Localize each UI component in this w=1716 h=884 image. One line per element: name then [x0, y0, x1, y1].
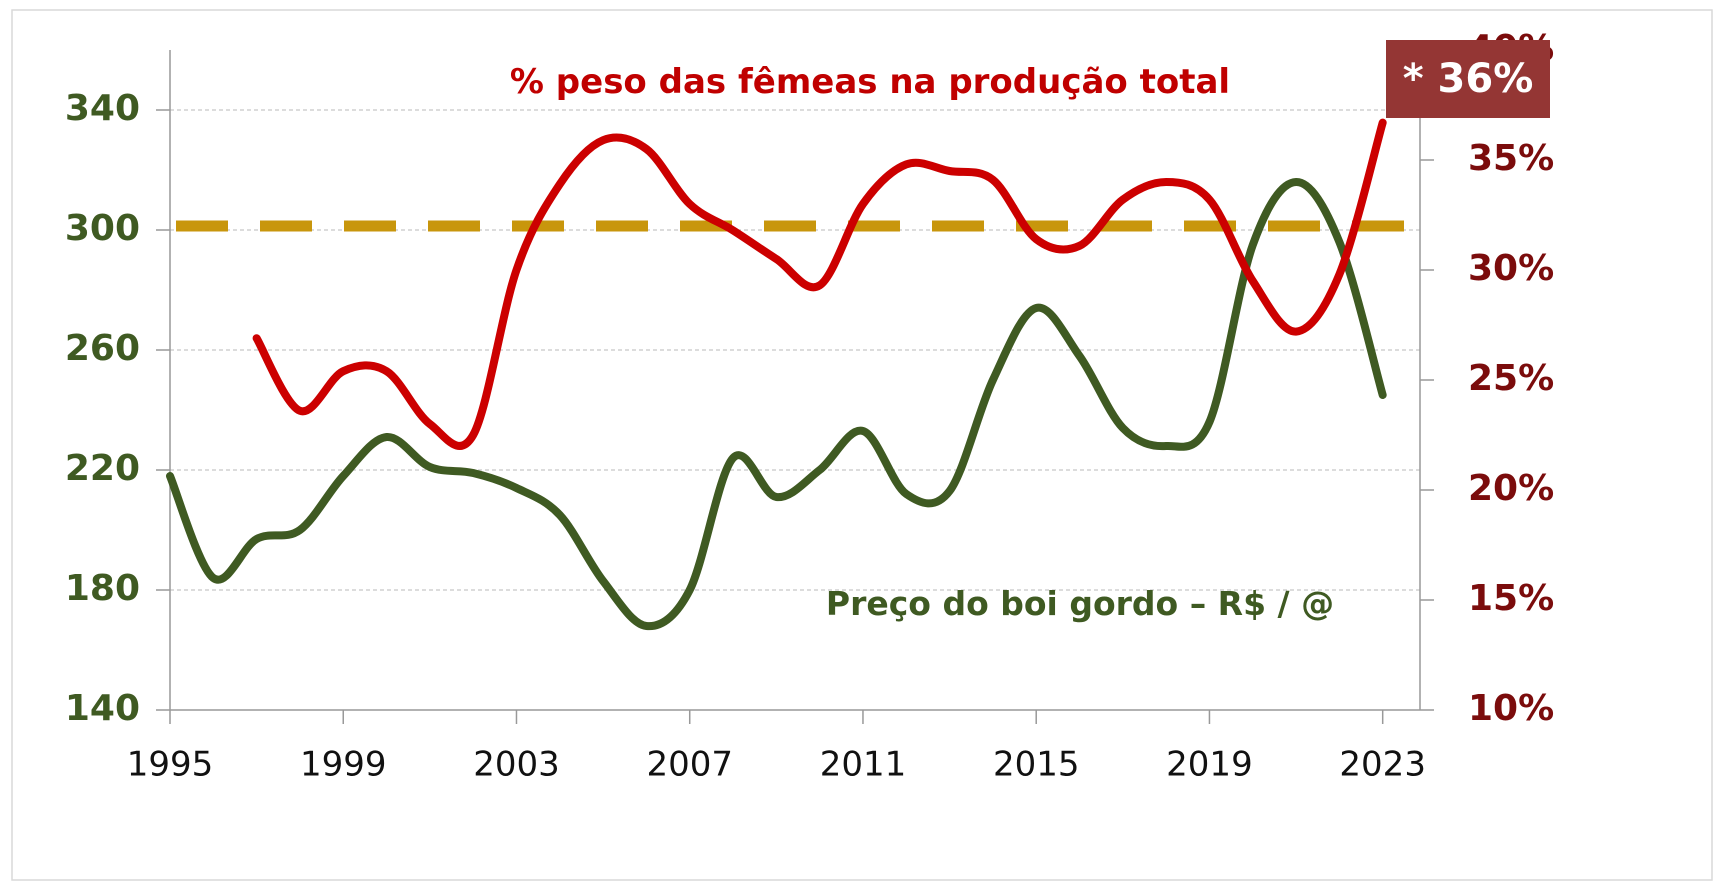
y-tick-label: 300: [65, 208, 140, 249]
y-tick-label: 140: [65, 688, 140, 729]
y-tick-label: 180: [65, 568, 140, 609]
y-tick-label: 220: [65, 448, 140, 489]
x-tick-label: 1999: [300, 745, 387, 785]
series-label: % peso das fêmeas na produção total: [509, 62, 1231, 102]
frame: [11, 9, 1713, 881]
y2-tick-label: 35%: [1468, 138, 1554, 179]
y2-tick-label: 20%: [1468, 468, 1554, 509]
series-line: [166, 178, 1387, 631]
x-tick-label: 2023: [1339, 745, 1426, 785]
y2-tick-label: 15%: [1468, 578, 1554, 619]
y2-tick-label: 25%: [1468, 358, 1554, 399]
y2-tick-label: 10%: [1468, 688, 1554, 729]
series-line: [252, 118, 1387, 450]
series-label: Preço do boi gordo – R$ / @: [825, 584, 1335, 623]
x-tick-label: 2011: [820, 745, 907, 785]
x-tick-label: 2007: [646, 745, 733, 785]
x-tick-label: 2019: [1166, 745, 1253, 785]
x-tick-label: 1995: [127, 745, 214, 785]
y2-tick-label: 30%: [1468, 248, 1554, 289]
x-tick-label: 2015: [993, 745, 1080, 785]
y-tick-label: 260: [65, 328, 140, 369]
y-tick-label: 340: [65, 88, 140, 129]
annotation: * 36%: [1386, 40, 1550, 118]
x-tick-label: 2003: [473, 745, 560, 785]
